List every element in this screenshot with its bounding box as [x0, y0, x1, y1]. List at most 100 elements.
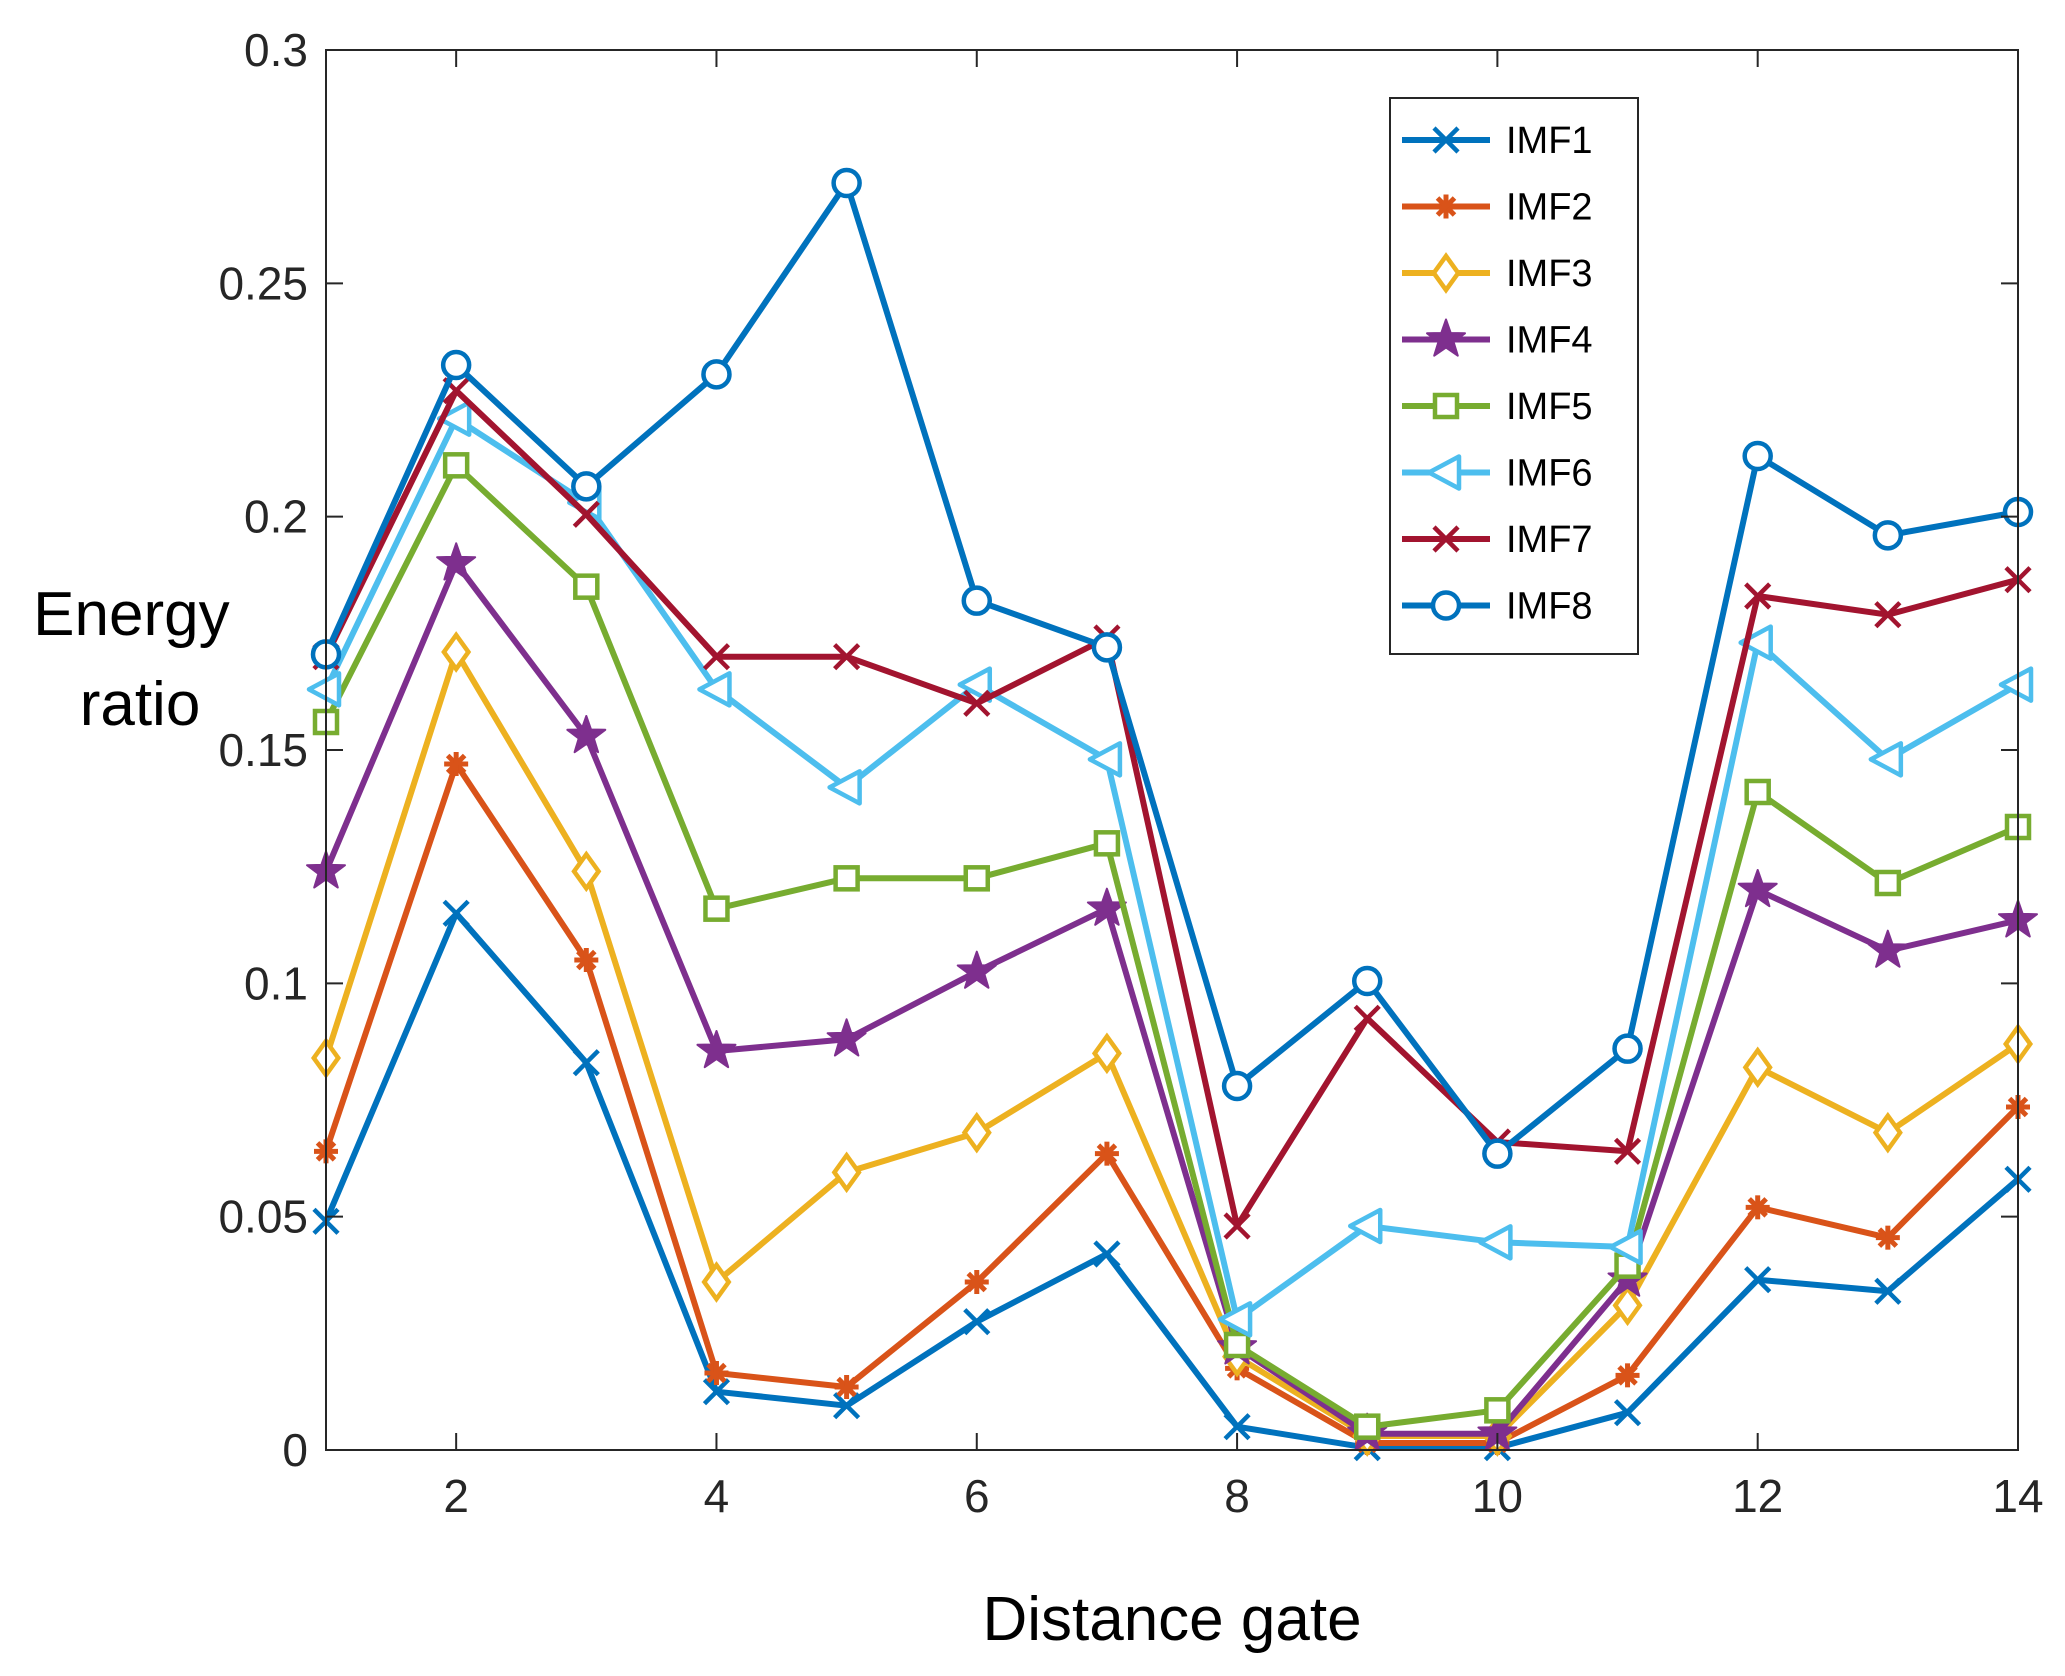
data-point-imf1 — [1744, 1266, 1772, 1294]
data-point-imf2 — [964, 1270, 989, 1294]
data-point-imf6 — [1738, 624, 1773, 661]
series-line-imf5 — [323, 462, 2020, 1430]
data-point-imf3 — [441, 631, 472, 673]
x-tick-label: 12 — [1732, 1470, 1783, 1522]
data-point-imf4 — [1867, 929, 1908, 968]
legend-entry-imf1: IMF1 — [1402, 120, 1593, 162]
x-tick-label: 8 — [1224, 1470, 1250, 1522]
data-point-imf7 — [1223, 1212, 1251, 1240]
series-layer — [306, 167, 2038, 1462]
data-point-imf3 — [961, 1111, 992, 1154]
data-point-imf8 — [1221, 1070, 1253, 1102]
data-point-imf5 — [1093, 830, 1121, 857]
plot-area-frame — [325, 49, 2019, 1451]
data-point-imf8 — [1091, 632, 1123, 663]
legend-entry-imf6: IMF6 — [1402, 453, 1593, 495]
data-point-imf1 — [1093, 1240, 1121, 1268]
data-point-imf5 — [573, 573, 600, 600]
data-point-imf6 — [1998, 666, 2034, 703]
data-point-imf7 — [1874, 601, 1902, 629]
data-point-imf4 — [826, 1018, 867, 1057]
data-point-imf3 — [1872, 1111, 1903, 1154]
legend-swatch-marker — [1432, 525, 1460, 553]
data-point-imf2 — [704, 1361, 729, 1385]
legend-swatch-marker — [1426, 454, 1462, 491]
data-point-imf2 — [1875, 1225, 1900, 1250]
series-line-imf1 — [323, 910, 2020, 1451]
data-point-imf1 — [1613, 1399, 1642, 1427]
x-tick-label: 14 — [1992, 1470, 2043, 1522]
data-point-imf6 — [827, 769, 862, 806]
axis-ticks: 2 4 6 8 10 12 14 0 0.05 0.1 0.15 0.2 0.25 0.3 — [218, 24, 2043, 1522]
legend-box — [1389, 97, 1639, 655]
data-point-imf8 — [961, 585, 993, 616]
data-point-imf2 — [444, 752, 469, 776]
data-point-imf1 — [442, 899, 470, 927]
data-point-imf6 — [1087, 741, 1123, 778]
legend-swatch-marker — [1432, 392, 1460, 420]
y-tick-label: 0.15 — [218, 724, 308, 776]
data-point-imf6 — [436, 400, 472, 437]
data-point-imf3 — [831, 1151, 862, 1194]
series-line-imf2 — [323, 761, 2021, 1446]
data-point-imf2 — [1745, 1195, 1770, 1220]
legend-label: IMF1 — [1506, 120, 1593, 162]
data-point-imf8 — [1872, 520, 1904, 551]
data-point-imf5 — [1874, 869, 1902, 897]
legend-entry-imf8: IMF8 — [1402, 586, 1593, 628]
data-point-imf7 — [963, 689, 991, 717]
legend-swatch-marker — [1426, 318, 1466, 357]
data-point-imf8 — [831, 167, 862, 199]
y-tick-label: 0.05 — [218, 1191, 308, 1243]
legend-label: IMF6 — [1506, 453, 1593, 495]
data-point-imf5 — [963, 865, 991, 892]
data-point-imf6 — [697, 671, 732, 708]
data-point-imf8 — [1612, 1033, 1643, 1064]
series-line-imf8 — [323, 180, 2019, 1157]
data-point-imf4 — [956, 950, 997, 989]
series-imf5 — [312, 452, 2032, 1440]
legend-label: IMF5 — [1506, 386, 1593, 428]
series-line-imf7 — [323, 387, 2019, 1229]
legend-label: IMF8 — [1506, 586, 1593, 628]
data-point-imf1 — [702, 1378, 731, 1406]
data-point-imf3 — [701, 1261, 732, 1303]
data-point-imf3 — [1742, 1046, 1773, 1089]
data-point-imf4 — [696, 1030, 737, 1069]
series-imf8 — [310, 167, 2034, 1169]
y-tick-label: 0 — [282, 1424, 308, 1476]
legend-swatch-marker — [1432, 126, 1460, 154]
data-point-imf2 — [1094, 1141, 1119, 1166]
data-point-imf7 — [702, 643, 731, 671]
x-tick-label: 2 — [443, 1470, 469, 1522]
legend-swatch-marker — [1430, 252, 1462, 294]
y-axis-label: Energy ratio — [33, 580, 247, 739]
y-tick-label: 0.1 — [244, 957, 308, 1009]
data-point-imf3 — [1091, 1032, 1122, 1075]
data-point-imf1 — [963, 1308, 991, 1336]
data-point-imf4 — [1737, 869, 1778, 908]
x-tick-label: 6 — [964, 1470, 990, 1522]
series-imf7 — [312, 377, 2032, 1240]
data-point-imf8 — [440, 349, 472, 381]
y-tick-label: 0.25 — [218, 257, 308, 309]
legend-entry-imf4: IMF4 — [1402, 318, 1593, 362]
data-point-imf2 — [1615, 1363, 1640, 1388]
data-point-imf6 — [1868, 741, 1904, 778]
data-point-imf7 — [1353, 1004, 1381, 1032]
data-point-imf6 — [1608, 1228, 1643, 1266]
data-point-imf8 — [1742, 440, 1773, 472]
legend-swatch-marker — [1434, 194, 1458, 219]
data-point-imf6 — [1478, 1224, 1513, 1261]
data-point-imf5 — [703, 895, 730, 922]
legend-label: IMF3 — [1506, 253, 1593, 295]
series-imf4 — [306, 542, 2038, 1451]
data-point-imf1 — [572, 1049, 600, 1077]
legend-entry-imf5: IMF5 — [1402, 386, 1593, 428]
series-line-imf3 — [323, 649, 2020, 1439]
data-point-imf3 — [571, 850, 602, 893]
data-point-imf8 — [1482, 1138, 1513, 1169]
data-point-imf5 — [1223, 1331, 1251, 1359]
data-point-imf4 — [566, 715, 607, 754]
